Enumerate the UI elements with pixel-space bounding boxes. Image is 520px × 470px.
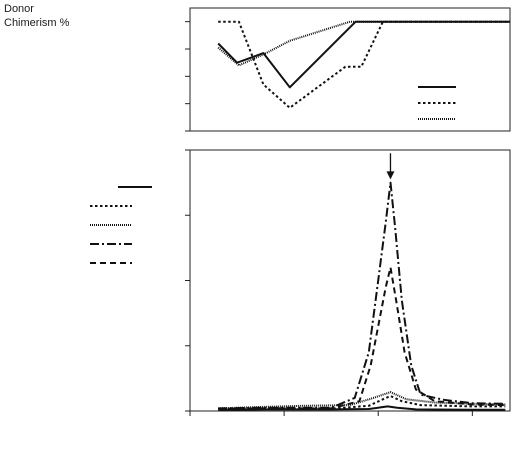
chimerism-axis-label-line: Donor <box>4 3 34 15</box>
chimerism-panel: Donor Chimerism % <box>4 3 511 132</box>
liver-panel <box>90 149 511 416</box>
chimerism-axis-label-line: Chimerism % <box>4 17 70 29</box>
peak-arrow-head <box>386 171 395 180</box>
liver-plot-frame <box>189 149 511 412</box>
liver-series-line <box>218 181 506 410</box>
liver-series-line <box>218 391 506 410</box>
liver-series-line <box>218 266 506 410</box>
chimerism-plot-frame <box>189 7 511 132</box>
chimerism-series-line <box>218 20 510 109</box>
chimerism-axis-label: Donor Chimerism % <box>4 3 70 29</box>
